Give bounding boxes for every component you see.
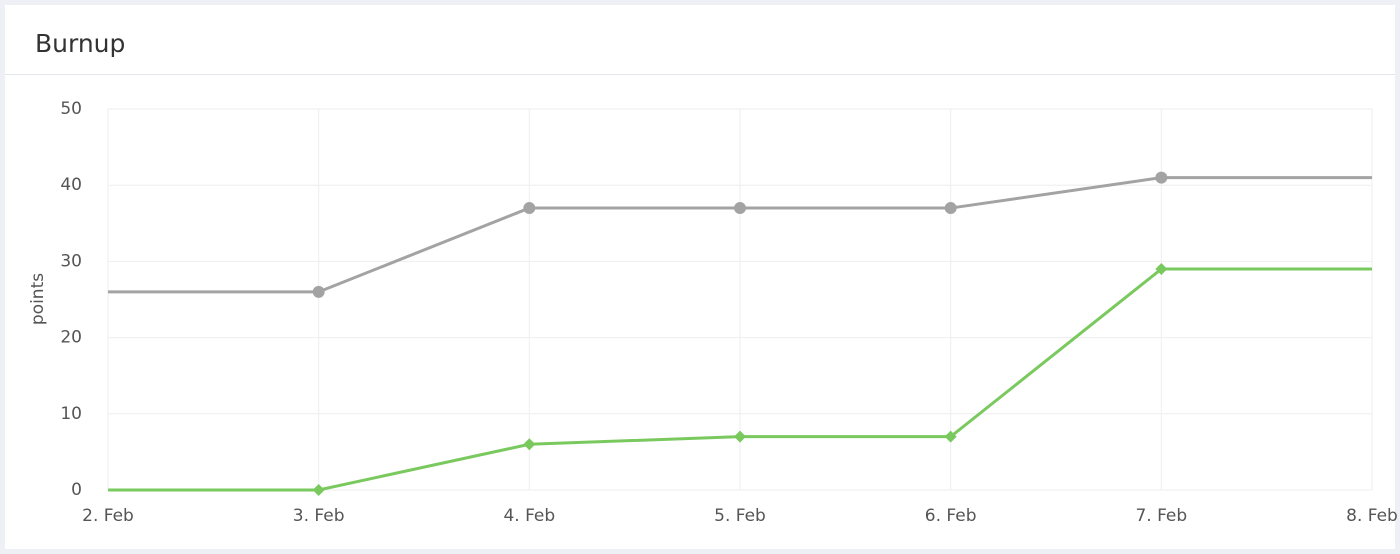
y-tick-label: 0 bbox=[71, 480, 82, 500]
x-tick-label: 4. Feb bbox=[503, 506, 555, 526]
card-header: Burnup bbox=[5, 5, 1395, 75]
point-marker bbox=[1155, 171, 1168, 184]
x-tick-label: 5. Feb bbox=[714, 506, 766, 526]
y-axis-label: points bbox=[28, 273, 48, 325]
y-tick-label: 10 bbox=[60, 404, 82, 424]
point-marker bbox=[1155, 263, 1168, 276]
x-tick-label: 6. Feb bbox=[925, 506, 977, 526]
point-marker bbox=[734, 430, 746, 443]
point-marker bbox=[523, 438, 536, 451]
card: Burnup bbox=[5, 5, 1395, 549]
point-marker bbox=[944, 430, 957, 443]
point-marker bbox=[944, 202, 957, 215]
x-tick-label: 2. Feb bbox=[82, 506, 134, 526]
x-tick-label: 7. Feb bbox=[1135, 506, 1187, 526]
card-title: Burnup bbox=[35, 29, 126, 58]
point-marker bbox=[312, 484, 325, 496]
x-tick-label: 3. Feb bbox=[293, 506, 345, 526]
y-tick-label: 50 bbox=[60, 99, 82, 119]
point-marker bbox=[312, 285, 325, 298]
point-marker bbox=[734, 202, 746, 215]
point-marker bbox=[523, 202, 536, 215]
y-tick-label: 40 bbox=[60, 175, 82, 195]
y-tick-label: 30 bbox=[60, 251, 82, 271]
x-tick-label: 8. Feb bbox=[1346, 506, 1398, 526]
y-tick-label: 20 bbox=[60, 328, 82, 348]
